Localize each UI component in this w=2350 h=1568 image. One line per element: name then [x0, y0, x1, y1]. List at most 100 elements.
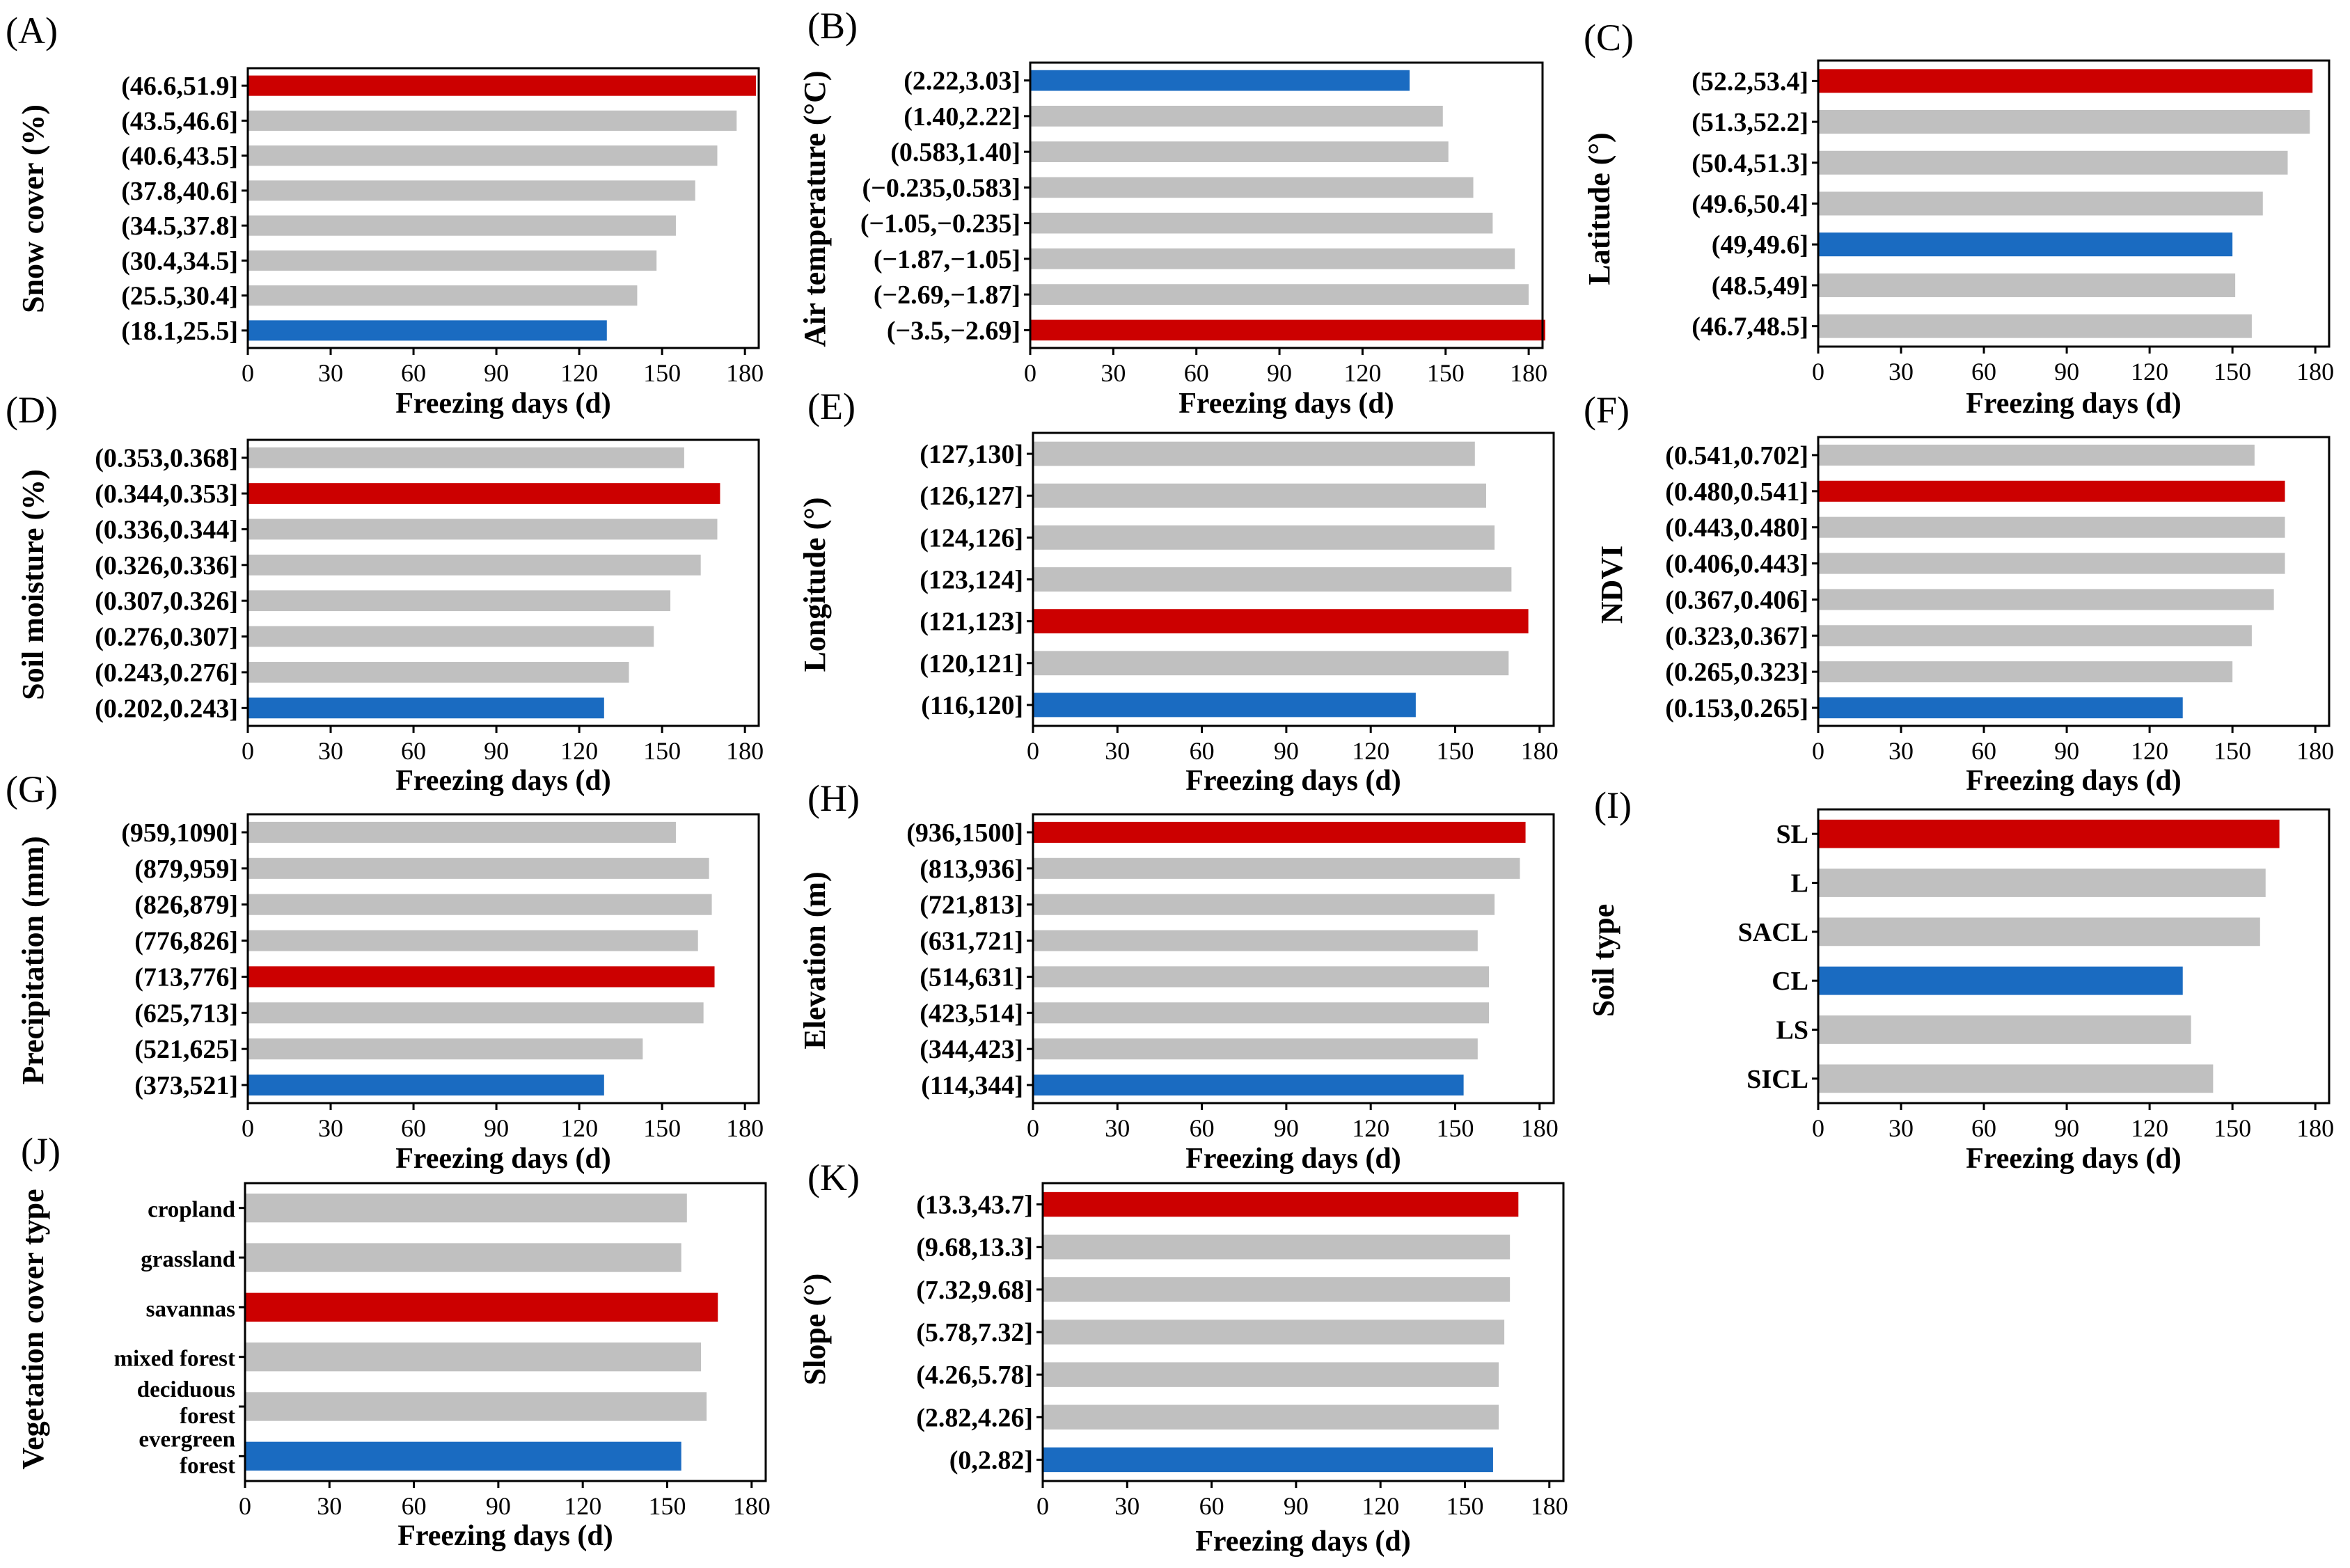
x-axis-label: Freezing days (d) [1966, 388, 2182, 420]
category-label: (48.5,49] [1712, 271, 1808, 301]
category-label: (46.6,51.9] [121, 72, 238, 101]
category-label: (879,959] [134, 855, 238, 884]
x-tick-label: 0 [1812, 358, 1824, 386]
category-label: (0.541,0.702] [1665, 441, 1808, 470]
category-label: (423,514] [920, 999, 1023, 1028]
x-tick-label: 120 [1343, 359, 1381, 387]
category-label: (116,120] [921, 691, 1023, 720]
x-tick-label: 30 [1888, 358, 1914, 386]
bar-3 [1818, 516, 2285, 538]
bar-2 [1033, 857, 1520, 879]
category-label: (0.307,0.326] [95, 587, 238, 616]
x-tick-label: 120 [2131, 358, 2168, 386]
category-label: (−1.87,−1.05] [874, 245, 1020, 274]
x-axis-label: Freezing days (d) [395, 388, 611, 420]
x-tick-label: 180 [2296, 358, 2334, 386]
x-tick-label: 120 [1352, 737, 1389, 765]
bar-2 [1043, 1234, 1511, 1260]
category-label: (46.7,48.5] [1691, 312, 1808, 342]
category-label: (514,631] [920, 963, 1023, 992]
category-label: (5.78,7.32] [916, 1318, 1033, 1347]
x-tick-label: 0 [1027, 737, 1039, 765]
category-label: (127,130] [920, 440, 1023, 469]
x-tick-label: 150 [2214, 358, 2251, 386]
bar-4 [1818, 553, 2285, 574]
x-tick-label: 60 [401, 1114, 426, 1142]
bar-4 [1818, 191, 2263, 216]
y-axis-label: Vegetation cover type [16, 1189, 50, 1469]
y-axis-label: Soil moisture (%) [16, 469, 50, 700]
x-tick-label: 0 [1024, 359, 1036, 387]
bar-5 [245, 1392, 707, 1421]
x-tick-label: 60 [1971, 358, 1996, 386]
y-axis-label: Elevation (m) [798, 871, 832, 1049]
y-axis-label: Precipitation (mm) [16, 836, 50, 1084]
x-tick-label: 180 [1510, 359, 1547, 387]
x-tick-label: 30 [317, 1492, 342, 1520]
category-label: (4.26,5.78] [916, 1361, 1033, 1390]
bar-6 [1033, 651, 1509, 676]
bar-3 [1043, 1277, 1511, 1302]
x-tick-label: 150 [2214, 737, 2251, 765]
bar-8 [248, 697, 604, 719]
category-label: (631,721] [920, 927, 1023, 956]
category-label: (0.367,0.406] [1665, 585, 1808, 615]
category-label: (0.323,0.367] [1665, 621, 1808, 651]
bar-3 [248, 894, 712, 915]
x-tick-label: 60 [1971, 737, 1996, 765]
bar-3 [248, 518, 718, 540]
category-label: (−3.5,−2.69] [887, 316, 1020, 345]
category-label: (1.40,2.22] [904, 102, 1020, 132]
x-tick-label: 180 [1521, 1114, 1559, 1142]
bar-4 [248, 930, 698, 951]
bar-7 [248, 662, 629, 683]
category-label: grassland [141, 1247, 235, 1272]
x-tick-label: 60 [1199, 1492, 1224, 1520]
bar-6 [248, 250, 657, 271]
category-label: (−1.05,−0.235] [860, 209, 1020, 239]
panel-letter: (E) [807, 386, 855, 427]
x-tick-label: 90 [2054, 358, 2079, 386]
category-label: SL [1776, 820, 1808, 849]
x-tick-label: 90 [484, 359, 509, 387]
category-label: (0.243,0.276] [95, 658, 238, 688]
axes-frame [1032, 813, 1555, 1104]
category-label: (123,124] [920, 566, 1023, 595]
x-tick-label: 0 [1036, 1492, 1049, 1520]
axes-frame [1817, 59, 2331, 348]
x-tick-label: 150 [643, 1114, 681, 1142]
x-tick-label: 120 [564, 1492, 601, 1520]
y-axis-label: NDVI [1595, 546, 1629, 624]
x-tick-label: 0 [1027, 1114, 1039, 1142]
bar-7 [1818, 661, 2233, 683]
bar-6 [1818, 625, 2252, 647]
category-label: L [1791, 869, 1808, 898]
x-tick-label: 0 [1812, 1114, 1824, 1142]
category-label: (50.4,51.3] [1691, 149, 1808, 178]
x-tick-label: 60 [1184, 359, 1209, 387]
bar-8 [248, 1075, 604, 1096]
category-label: (49.6,50.4] [1691, 190, 1808, 219]
category-label: (373,521] [134, 1071, 238, 1100]
bar-6 [1818, 1064, 2214, 1093]
category-label: (−2.69,−1.87] [874, 280, 1020, 310]
bar-4 [1033, 930, 1478, 951]
category-label: (34.5,37.8] [121, 212, 238, 241]
x-tick-label: 180 [2296, 1114, 2334, 1142]
x-tick-label: 0 [242, 359, 254, 387]
axes-frame [246, 438, 760, 727]
x-tick-label: 90 [486, 1492, 511, 1520]
category-label: (776,826] [134, 927, 238, 956]
bar-4 [1818, 966, 2183, 995]
x-tick-label: 90 [1267, 359, 1292, 387]
bar-2 [1818, 110, 2310, 134]
category-label: (813,936] [920, 855, 1023, 884]
bar-1 [1033, 821, 1526, 843]
x-tick-label: 90 [1274, 737, 1299, 765]
bar-3 [248, 145, 718, 166]
axes-frame [1032, 431, 1555, 727]
bar-5 [1033, 966, 1490, 988]
bar-2 [1030, 106, 1443, 127]
x-tick-label: 120 [2131, 737, 2168, 765]
